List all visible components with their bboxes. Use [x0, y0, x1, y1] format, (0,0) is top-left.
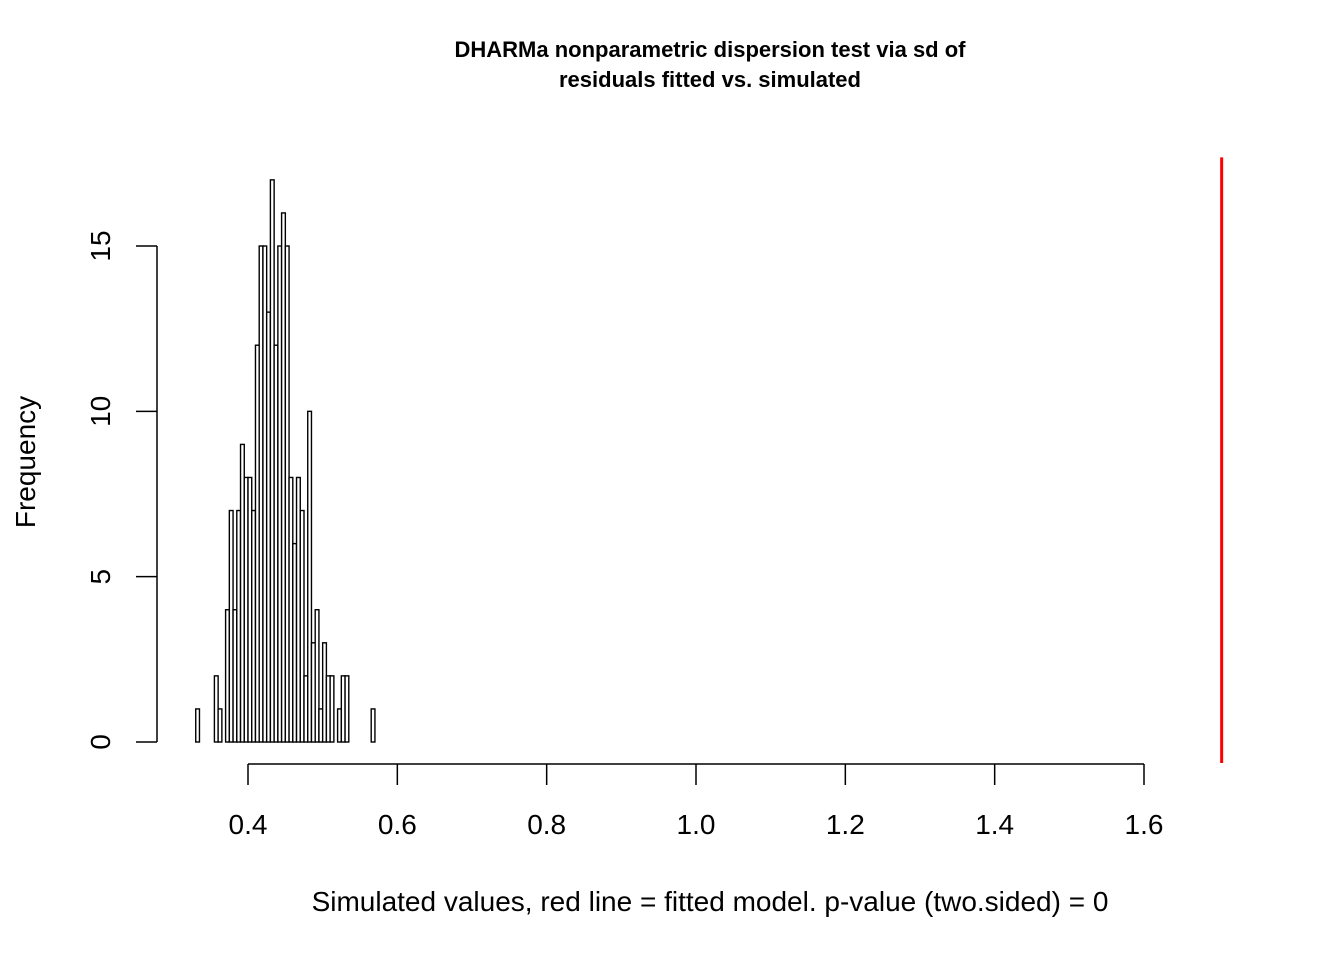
histogram-bar: [299, 509, 305, 743]
y-axis-label: Frequency: [10, 396, 41, 528]
chart-title-line-2: residuals fitted vs. simulated: [559, 67, 861, 92]
y-tick-label: 5: [85, 569, 116, 585]
histogram-bar: [344, 675, 350, 743]
histogram-bar: [314, 609, 320, 743]
y-tick-label: 10: [85, 396, 116, 427]
histogram-bar: [217, 708, 223, 743]
y-tick-label: 0: [85, 734, 116, 750]
chart-title-line-1: DHARMa nonparametric dispersion test via…: [455, 37, 967, 62]
x-axis-label: Simulated values, red line = fitted mode…: [312, 886, 1109, 917]
histogram-bars: [195, 179, 376, 743]
x-tick-label: 1.6: [1125, 809, 1164, 840]
histogram-bar: [307, 410, 313, 743]
x-axis: 0.4 0.6 0.8 1.0 1.2 1.4 1.6: [229, 763, 1164, 840]
histogram-bar: [195, 708, 201, 743]
y-tick-label: 15: [85, 230, 116, 261]
x-tick-label: 1.4: [975, 809, 1014, 840]
x-tick-label: 0.8: [527, 809, 566, 840]
x-tick-label: 0.6: [378, 809, 417, 840]
histogram-bar: [370, 708, 376, 743]
x-tick-label: 0.4: [229, 809, 268, 840]
x-tick-label: 1.2: [826, 809, 865, 840]
y-axis: 0 5 10 15: [85, 230, 158, 750]
histogram-bar: [329, 675, 335, 743]
x-tick-label: 1.0: [677, 809, 716, 840]
